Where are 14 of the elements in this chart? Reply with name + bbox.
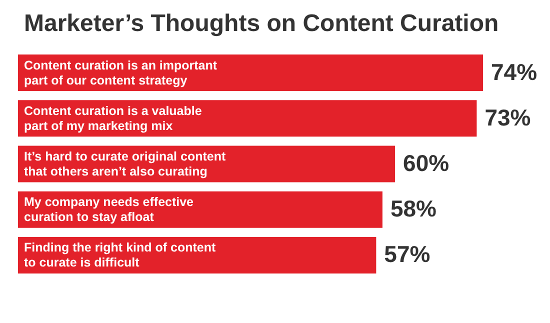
y-tick-label: My company needs effective curation to stay afloat [24, 195, 194, 224]
chart-title: Marketer’s Thoughts on Content Curation [24, 10, 499, 37]
data-label: 74% [491, 58, 538, 85]
y-tick-label: Content curation is an important part of our content strategy [24, 58, 218, 88]
y-tick-label: Content curation is a valuable part of my marketing mix [24, 104, 202, 133]
y-tick-label: Finding the right kind of content to curate is difficult [24, 240, 216, 270]
data-label: 60% [403, 150, 450, 176]
data-label: 73% [484, 104, 531, 130]
data-label: 58% [390, 196, 437, 222]
y-tick-label: It’s hard to curate original content that others aren’t also curating [24, 150, 226, 178]
bar [18, 191, 382, 228]
data-label: 57% [384, 241, 430, 268]
bar [18, 100, 477, 137]
bar [18, 54, 483, 92]
